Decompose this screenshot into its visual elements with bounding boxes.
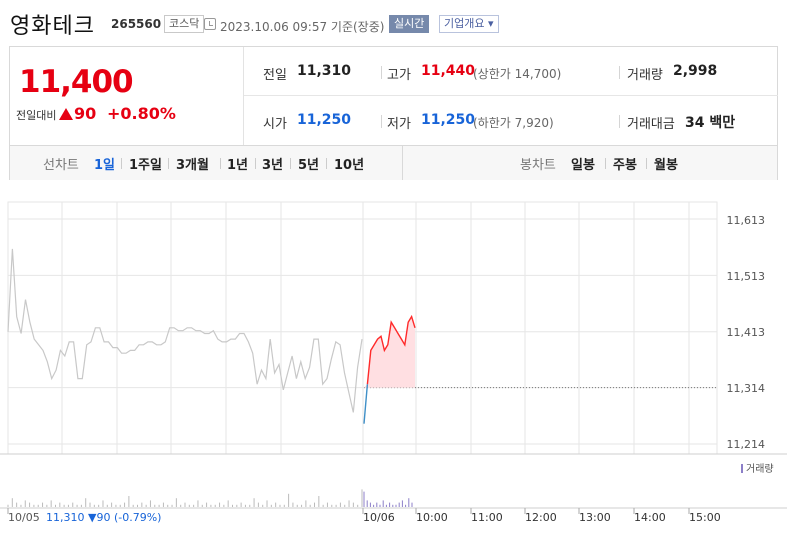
- line-chart-label: 선차트: [43, 158, 79, 173]
- prev-compare-label: 전일대비: [16, 109, 57, 122]
- chart-period-tabs: 선차트 1일 1주일 3개월 1년 3년 5년 10년 봉차트 일봉 주봉 월봉: [10, 145, 777, 180]
- low-label: 저가: [387, 117, 411, 132]
- prev-day-change-pct: (-0.79%): [113, 511, 162, 524]
- up-fill-area: [364, 316, 415, 388]
- open-value: 11,250: [297, 112, 352, 128]
- chart-canvas: [0, 201, 787, 514]
- timestamp: 2023.10.06 09:57 기준(장중): [220, 20, 385, 34]
- prev-day-change: ▼90: [88, 511, 111, 524]
- trade-amount-label: 거래대금: [627, 117, 675, 132]
- tab-group-divider: [402, 146, 403, 180]
- tab-1w[interactable]: 1주일: [129, 158, 162, 173]
- prev-day-line: [7, 248, 363, 413]
- x-tick-label: 15:00: [689, 511, 721, 524]
- prev-day-date: 10/05: [8, 511, 40, 524]
- low-value: 11,250: [421, 112, 476, 128]
- triangle-up-icon: [59, 108, 73, 120]
- x-tick-label: 10:00: [416, 511, 448, 524]
- y-tick-label: 11,613: [726, 214, 766, 227]
- volume-label: 거래량: [627, 68, 663, 83]
- y-tick-label: 11,413: [726, 326, 766, 339]
- cell-divider: [619, 66, 620, 79]
- company-info-dropdown[interactable]: 기업개요 ▾: [439, 15, 499, 33]
- prev-close-value: 11,310: [297, 63, 352, 79]
- stock-header: 영화테크 265560 코스닥 2023.10.06 09:57 기준(장중) …: [0, 0, 787, 46]
- stock-code: 265560: [111, 17, 162, 31]
- tab-divider: [168, 158, 169, 169]
- tab-divider: [605, 158, 606, 169]
- current-price-box: 11,400 전일대비 90 +0.80%: [10, 47, 244, 145]
- x-tick-label: 12:00: [525, 511, 557, 524]
- clock-icon: [204, 18, 216, 30]
- cell-divider: [381, 115, 382, 128]
- down-line-segment: [363, 384, 369, 424]
- price-change-percent: +0.80%: [107, 104, 176, 123]
- up-line: [366, 314, 416, 385]
- x-tick-label: 14:00: [634, 511, 666, 524]
- prev-close-label: 전일: [263, 68, 287, 83]
- y-tick-label: 11,214: [726, 438, 766, 451]
- current-price: 11,400: [19, 64, 134, 100]
- tab-divider: [255, 158, 256, 169]
- x-tick-label: 13:00: [579, 511, 611, 524]
- tab-1y[interactable]: 1년: [227, 158, 249, 173]
- tab-1d[interactable]: 1일: [94, 158, 116, 173]
- tab-divider: [326, 158, 327, 169]
- tab-daily-candle[interactable]: 일봉: [571, 158, 595, 173]
- x-tick-label: 11:00: [471, 511, 503, 524]
- price-chart[interactable]: 11,613 11,513 11,413 11,314 11,214 거래량 1…: [0, 180, 787, 540]
- tab-10y[interactable]: 10년: [334, 158, 365, 173]
- tab-5y[interactable]: 5년: [298, 158, 320, 173]
- quote-divider: [244, 95, 778, 96]
- quote-panel: 11,400 전일대비 90 +0.80% 전일 11,310 고가 11,44…: [9, 46, 778, 180]
- cell-divider: [381, 66, 382, 79]
- tab-divider: [290, 158, 291, 169]
- cell-divider: [619, 115, 620, 128]
- x-tick-label: 10/06: [363, 511, 395, 524]
- upper-limit: (상한가 14,700): [473, 67, 562, 81]
- market-badge: 코스닥: [164, 15, 205, 33]
- realtime-button[interactable]: 실시간: [389, 15, 430, 33]
- volume-value: 2,998: [673, 63, 718, 79]
- tab-3m[interactable]: 3개월: [176, 158, 209, 173]
- y-tick-label: 11,513: [726, 270, 766, 283]
- open-label: 시가: [263, 117, 287, 132]
- candle-chart-label: 봉차트: [520, 158, 556, 173]
- prev-day-close: 11,310: [46, 511, 85, 524]
- company-name[interactable]: 영화테크: [10, 14, 95, 39]
- tab-monthly-candle[interactable]: 월봉: [654, 158, 678, 173]
- high-label: 고가: [387, 68, 411, 83]
- tab-divider: [121, 158, 122, 169]
- lower-limit: (하한가 7,920): [473, 116, 554, 130]
- tab-weekly-candle[interactable]: 주봉: [613, 158, 637, 173]
- tab-divider: [220, 158, 221, 169]
- tab-divider: [646, 158, 647, 169]
- high-value: 11,440: [421, 63, 476, 79]
- price-change: 90: [74, 104, 97, 123]
- trade-amount-value: 34 백만: [685, 115, 736, 131]
- volume-legend: 거래량: [741, 460, 774, 475]
- y-tick-label: 11,314: [726, 382, 766, 395]
- prev-day-summary: 11,310 ▼90 (-0.79%): [46, 511, 161, 524]
- tab-3y[interactable]: 3년: [262, 158, 284, 173]
